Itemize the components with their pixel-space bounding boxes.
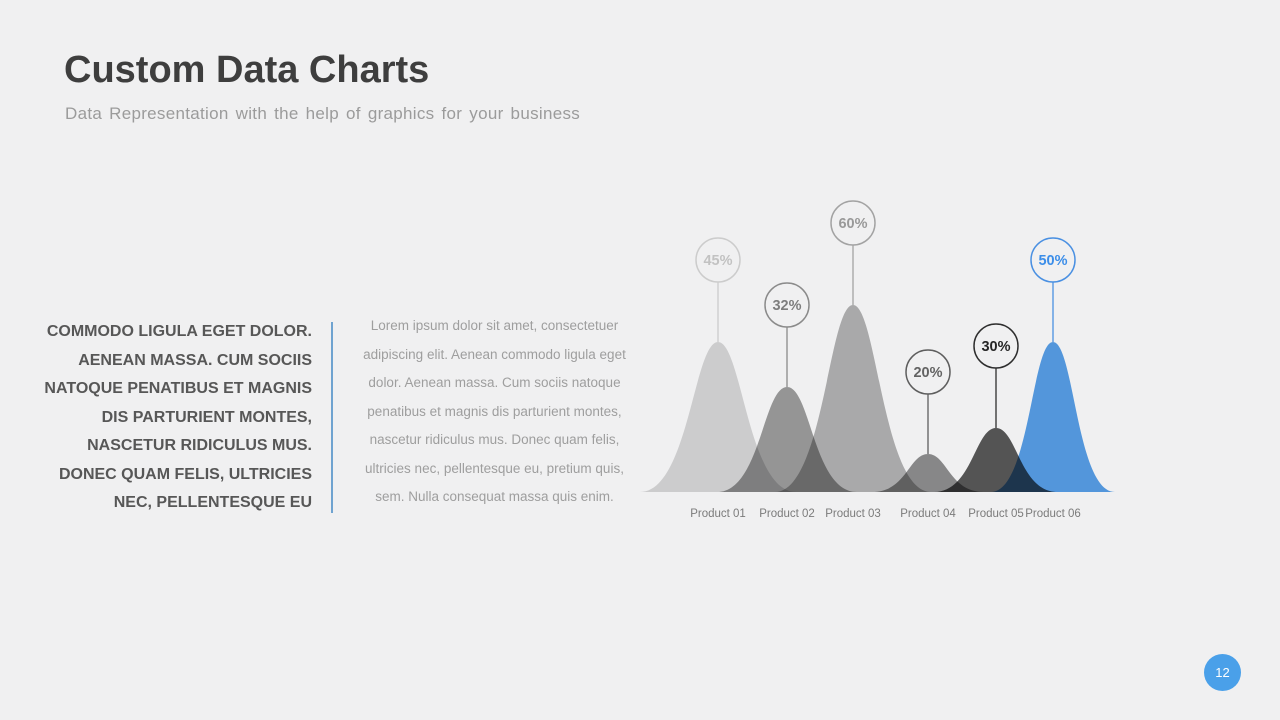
- body-text-line: ultricies nec, pellentesque eu, pretium …: [365, 460, 624, 476]
- percent-label-product-03: 60%: [838, 216, 867, 232]
- left-text-line: COMMODO LIGULA EGET DOLOR.: [46, 323, 312, 340]
- body-text-line: adipiscing elit. Aenean commodo ligula e…: [363, 346, 626, 362]
- left-text-line: NEC, PELLENTESQUE EU: [113, 494, 312, 511]
- curve-product-06: [991, 342, 1115, 492]
- percent-label-product-04: 20%: [913, 365, 942, 381]
- percent-label-product-06: 50%: [1038, 253, 1067, 269]
- left-text-line: DIS PARTURIENT MONTES,: [101, 408, 312, 426]
- left-text-line: AENEAN MASSA. CUM SOCIIS: [78, 351, 312, 369]
- category-label-product-02: Product 02: [759, 508, 815, 520]
- percent-label-product-01: 45%: [703, 253, 732, 269]
- left-text-block: COMMODO LIGULA EGET DOLOR. AENEAN MASSA.…: [0, 318, 312, 518]
- category-label-product-04: Product 04: [900, 508, 956, 520]
- body-text-line: dolor. Aenean massa. Cum sociis natoque: [368, 375, 621, 390]
- percent-badge-product-05: [973, 323, 1019, 369]
- percent-label-product-05: 30%: [981, 339, 1010, 355]
- left-text-line: NATOQUE PENATIBUS ET MAGNIS: [44, 380, 312, 397]
- body-text-line: Lorem ipsum dolor sit amet, consectetuer: [370, 318, 619, 333]
- body-text-line: nascetur ridiculus mus. Donec quam felis…: [369, 432, 620, 447]
- left-text-line: NASCETUR RIDICULUS MUS.: [87, 437, 312, 454]
- curve-product-03: [775, 305, 931, 492]
- body-text-line: sem. Nulla consequat massa quis enim.: [375, 489, 614, 504]
- percent-badge-product-06: [1030, 237, 1076, 283]
- percent-label-product-02: 32%: [772, 298, 801, 314]
- slide-title: Custom Data Charts: [64, 49, 430, 91]
- body-text-line: penatibus et magnis dis parturient monte…: [367, 403, 622, 419]
- category-label-product-01: Product 01: [690, 508, 746, 520]
- page-number-badge: 12: [1204, 654, 1241, 691]
- category-label-product-05: Product 05: [968, 508, 1024, 520]
- vertical-divider: [331, 322, 333, 513]
- category-label-product-06: Product 06: [1025, 508, 1081, 520]
- curve-product-04: [872, 454, 984, 492]
- percent-badge-product-02: [764, 282, 810, 328]
- percent-badge-product-04: [905, 349, 951, 395]
- left-text-line: DONEC QUAM FELIS, ULTRICIES: [58, 465, 312, 483]
- percent-badge-product-01: [695, 237, 741, 283]
- body-paragraph: Lorem ipsum dolor sit amet, consectetuer…: [356, 312, 633, 512]
- slide-subtitle: Data Representation with the help of gra…: [65, 104, 581, 123]
- percent-badge-product-03: [830, 200, 876, 246]
- category-label-product-03: Product 03: [825, 508, 881, 520]
